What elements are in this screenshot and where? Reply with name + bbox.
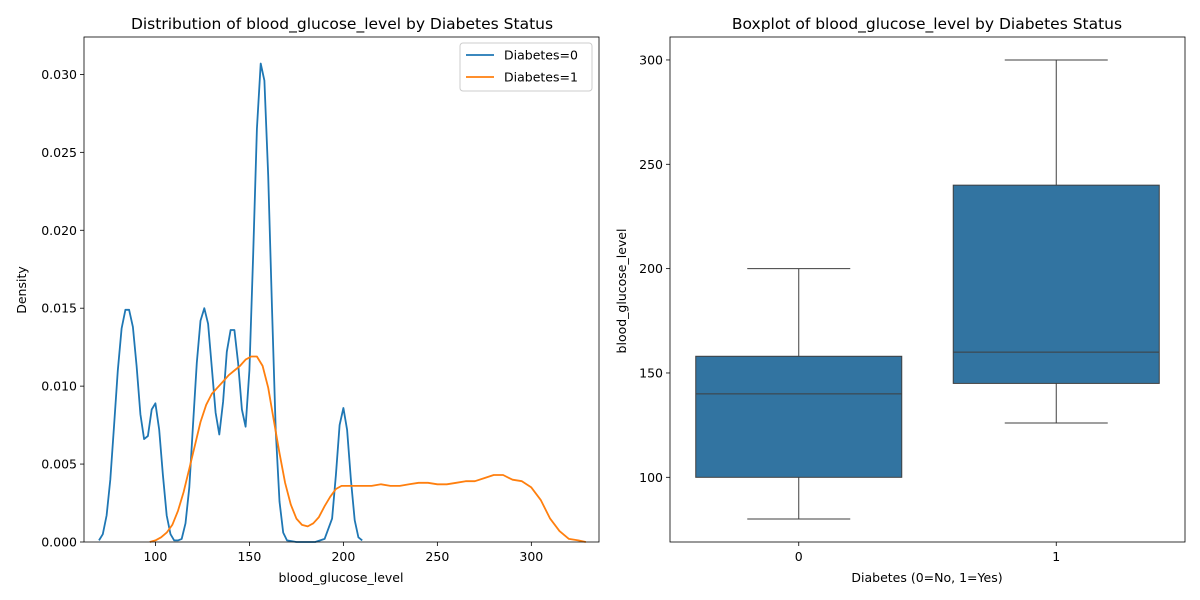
y-tick-label: 0.030 [41,67,77,82]
legend-label-diabetes-1: Diabetes=1 [504,70,578,85]
plot-frame [669,36,1186,543]
y-tick-label: 0.000 [41,535,77,550]
y-tick-label: 0.025 [41,145,77,160]
legend-label-diabetes-0: Diabetes=0 [504,48,578,63]
x-axis-label: blood_glucose_level [279,570,404,585]
y-tick-label: 0.005 [41,457,77,472]
y-tick-label: 300 [639,52,663,67]
series-line-diabetes-1 [149,355,586,543]
y-tick-label: 200 [639,261,663,276]
y-tick-label: 150 [639,365,663,380]
y-axis-label: blood_glucose_level [614,229,629,354]
y-axis-ticks: 100 150 200 250 300 [639,52,670,485]
x-tick-label: 150 [237,549,261,564]
density-lines [98,62,586,543]
x-tick-label: 1 [1052,549,1060,564]
boxplot-chart: Boxplot of blood_glucose_level by Diabet… [614,15,1186,585]
box-diabetes-1 [952,59,1160,424]
iqr-box [952,184,1160,384]
y-tick-label: 100 [639,470,663,485]
boxes [695,59,1160,520]
y-tick-label: 0.010 [41,379,77,394]
x-axis-label: Diabetes (0=No, 1=Yes) [851,570,1002,585]
plot-frame [83,36,600,543]
series-line-diabetes-0 [98,62,363,543]
y-axis-label: Density [14,266,29,314]
iqr-box [695,355,903,478]
legend: Diabetes=0 Diabetes=1 [459,42,593,92]
chart-title: Boxplot of blood_glucose_level by Diabet… [732,15,1122,34]
y-tick-label: 0.015 [41,301,77,316]
y-tick-label: 0.020 [41,223,77,238]
y-tick-label: 250 [639,157,663,172]
x-tick-label: 300 [519,549,543,564]
x-tick-label: 200 [331,549,355,564]
x-tick-label: 0 [795,549,803,564]
box-diabetes-0 [695,268,903,520]
y-axis-ticks: 0.000 0.005 0.010 0.015 0.020 0.025 0.030 [41,67,84,550]
x-axis-ticks: 100 150 200 250 300 [143,542,543,564]
density-chart: Distribution of blood_glucose_level by D… [14,15,600,585]
x-tick-label: 100 [143,549,167,564]
chart-title: Distribution of blood_glucose_level by D… [131,15,553,34]
x-tick-label: 250 [425,549,449,564]
